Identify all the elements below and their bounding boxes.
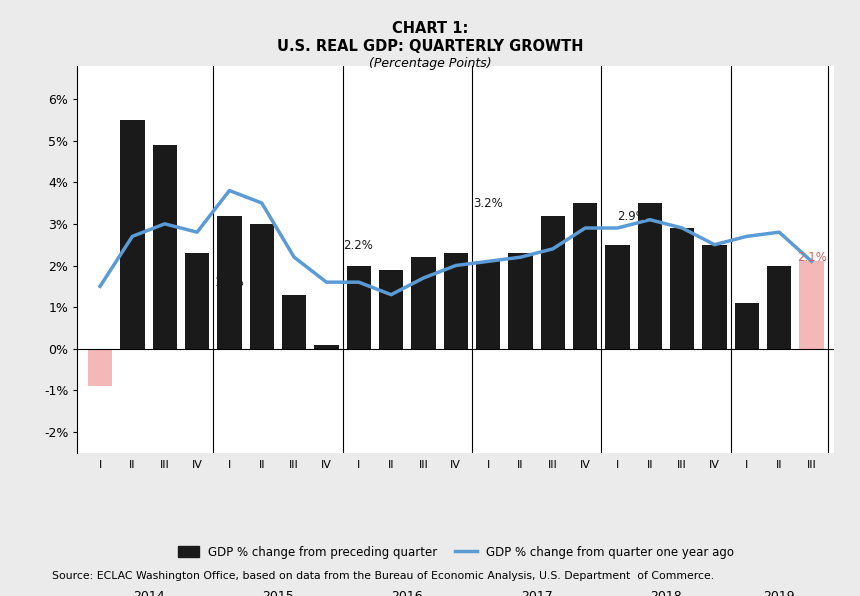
Bar <box>703 245 727 349</box>
Text: 2.9%: 2.9% <box>617 210 647 223</box>
Bar <box>411 257 435 349</box>
Text: 2015: 2015 <box>262 590 294 596</box>
Bar <box>314 344 339 349</box>
Bar <box>185 253 209 349</box>
Legend: GDP % change from preceding quarter, GDP % change from quarter one year ago: GDP % change from preceding quarter, GDP… <box>173 541 739 563</box>
Text: 2018: 2018 <box>650 590 682 596</box>
Bar <box>152 145 177 349</box>
Bar <box>508 253 532 349</box>
Bar <box>444 253 468 349</box>
Text: (Percentage Points): (Percentage Points) <box>369 57 491 70</box>
Text: Source: ECLAC Washington Office, based on data from the Bureau of Economic Analy: Source: ECLAC Washington Office, based o… <box>52 571 714 581</box>
Bar <box>573 203 598 349</box>
Text: 3.2%: 3.2% <box>473 197 503 210</box>
Bar <box>476 261 501 349</box>
Bar <box>605 245 630 349</box>
Text: 2.1%: 2.1% <box>797 252 826 265</box>
Text: U.S. REAL GDP: QUARTERLY GROWTH: U.S. REAL GDP: QUARTERLY GROWTH <box>277 39 583 54</box>
Bar <box>670 228 694 349</box>
Bar <box>379 269 403 349</box>
Text: 2.2%: 2.2% <box>343 239 373 252</box>
Text: CHART 1:: CHART 1: <box>392 21 468 36</box>
Bar <box>734 303 759 349</box>
Bar <box>767 265 791 349</box>
Bar <box>347 265 371 349</box>
Bar <box>218 216 242 349</box>
Bar <box>800 261 824 349</box>
Bar <box>120 120 144 349</box>
Text: 2016: 2016 <box>391 590 423 596</box>
Text: 1.3%: 1.3% <box>214 277 244 289</box>
Bar <box>282 294 306 349</box>
Text: 2019: 2019 <box>764 590 795 596</box>
Text: 2014: 2014 <box>132 590 164 596</box>
Bar <box>88 349 112 386</box>
Bar <box>638 203 662 349</box>
Bar <box>541 216 565 349</box>
Bar <box>249 224 273 349</box>
Text: 2017: 2017 <box>521 590 552 596</box>
